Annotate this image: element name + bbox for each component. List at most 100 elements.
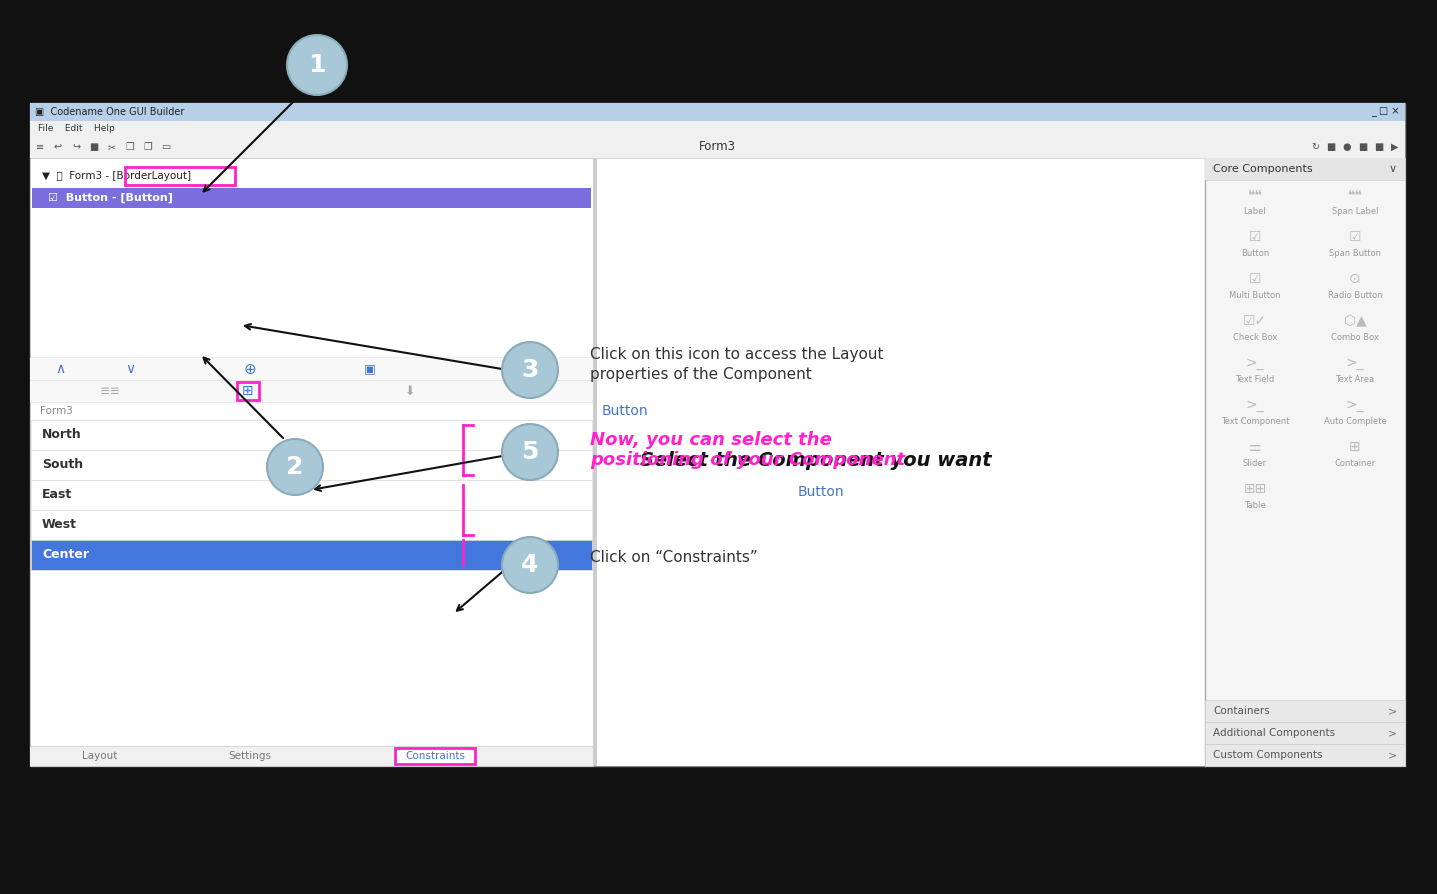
Text: Span Label: Span Label <box>1332 207 1378 215</box>
FancyBboxPatch shape <box>593 158 596 766</box>
Text: Multi Button: Multi Button <box>1229 291 1280 299</box>
Text: 3: 3 <box>522 358 539 382</box>
Text: >_: >_ <box>1246 356 1265 370</box>
Text: Button: Button <box>798 485 845 500</box>
FancyBboxPatch shape <box>30 121 1405 136</box>
Text: South: South <box>42 459 83 471</box>
Text: ⊞: ⊞ <box>243 384 254 398</box>
Text: Form3: Form3 <box>698 140 736 154</box>
Text: Additional Components: Additional Components <box>1213 728 1335 738</box>
FancyBboxPatch shape <box>32 188 591 208</box>
Text: Container: Container <box>1335 459 1375 468</box>
Text: Radio Button: Radio Button <box>1328 291 1382 299</box>
Text: ▭: ▭ <box>161 142 171 152</box>
Circle shape <box>502 342 558 398</box>
Text: ☑: ☑ <box>1349 230 1361 244</box>
Text: Core Components: Core Components <box>1213 164 1312 174</box>
FancyBboxPatch shape <box>32 480 592 510</box>
Text: North: North <box>42 428 82 442</box>
Text: ❒: ❒ <box>144 142 152 152</box>
Text: ∨: ∨ <box>1390 164 1397 174</box>
Text: ↪: ↪ <box>72 142 80 152</box>
FancyBboxPatch shape <box>1206 158 1405 180</box>
FancyBboxPatch shape <box>1206 744 1405 766</box>
Text: ↻: ↻ <box>1311 142 1319 152</box>
Text: ⊞: ⊞ <box>1349 440 1361 454</box>
Text: West: West <box>42 519 78 532</box>
FancyBboxPatch shape <box>32 166 591 186</box>
Text: ∧: ∧ <box>55 362 65 376</box>
FancyBboxPatch shape <box>30 746 593 766</box>
Text: ↩: ↩ <box>55 142 62 152</box>
Text: >_: >_ <box>1345 356 1364 370</box>
Text: ⊞⊞: ⊞⊞ <box>1243 482 1266 496</box>
Text: Table: Table <box>1244 501 1266 510</box>
FancyBboxPatch shape <box>30 136 1405 158</box>
Text: Form3: Form3 <box>40 406 73 416</box>
Circle shape <box>502 424 558 480</box>
Text: Click on this icon to access the Layout: Click on this icon to access the Layout <box>591 348 884 362</box>
Text: ⬡▲: ⬡▲ <box>1344 314 1367 328</box>
Text: ❒: ❒ <box>125 142 135 152</box>
Text: >_: >_ <box>1345 398 1364 412</box>
Text: Center: Center <box>42 549 89 561</box>
Text: _ □ ×: _ □ × <box>1371 107 1400 117</box>
Text: ≡: ≡ <box>36 142 45 152</box>
Text: ✂: ✂ <box>108 142 116 152</box>
Text: 5: 5 <box>522 440 539 464</box>
FancyBboxPatch shape <box>30 358 593 380</box>
Text: ⊕: ⊕ <box>244 361 256 376</box>
Circle shape <box>502 537 558 593</box>
Text: Button: Button <box>602 404 648 418</box>
FancyBboxPatch shape <box>32 450 592 480</box>
Text: Auto Complete: Auto Complete <box>1323 417 1387 426</box>
Circle shape <box>267 439 323 495</box>
Text: >: > <box>1388 728 1397 738</box>
Text: Click on “Constraints”: Click on “Constraints” <box>591 550 757 564</box>
Text: Text Area: Text Area <box>1335 375 1375 384</box>
FancyBboxPatch shape <box>30 103 1405 766</box>
FancyBboxPatch shape <box>30 380 593 402</box>
Text: Select the Component you want: Select the Component you want <box>639 451 992 469</box>
Text: 4: 4 <box>522 553 539 577</box>
Text: ⬇: ⬇ <box>405 384 415 398</box>
Text: ▼  📁  Form3 - [BorderLayout]: ▼ 📁 Form3 - [BorderLayout] <box>42 171 191 181</box>
Text: >: > <box>1388 706 1397 716</box>
FancyBboxPatch shape <box>32 540 592 570</box>
Text: Button: Button <box>1242 249 1269 257</box>
Text: Custom Components: Custom Components <box>1213 750 1322 760</box>
Text: ■: ■ <box>1358 142 1368 152</box>
Text: ■: ■ <box>89 142 99 152</box>
Text: ∨: ∨ <box>125 362 135 376</box>
Text: Settings: Settings <box>228 751 272 761</box>
FancyBboxPatch shape <box>395 748 476 764</box>
Text: Text Field: Text Field <box>1236 375 1275 384</box>
Text: East: East <box>42 488 72 502</box>
Text: ☑: ☑ <box>1249 272 1262 286</box>
Text: ☑  Button - [Button]: ☑ Button - [Button] <box>47 193 172 203</box>
Text: >_: >_ <box>1246 398 1265 412</box>
Circle shape <box>287 35 346 95</box>
Text: ■: ■ <box>1374 142 1384 152</box>
Text: ▣  Codename One GUI Builder: ▣ Codename One GUI Builder <box>34 107 184 117</box>
Text: Now, you can select the: Now, you can select the <box>591 431 832 449</box>
FancyBboxPatch shape <box>596 158 1206 766</box>
Text: ☑: ☑ <box>1249 230 1262 244</box>
Text: Span Button: Span Button <box>1329 249 1381 257</box>
Text: Layout: Layout <box>82 751 118 761</box>
Text: ●: ● <box>1342 142 1351 152</box>
Text: positioning of your Component: positioning of your Component <box>591 451 905 469</box>
Text: Text Component: Text Component <box>1221 417 1289 426</box>
Text: Slider: Slider <box>1243 459 1267 468</box>
FancyBboxPatch shape <box>30 103 1405 121</box>
Text: ▣: ▣ <box>364 362 376 375</box>
Text: Label: Label <box>1243 207 1266 215</box>
FancyBboxPatch shape <box>1206 722 1405 744</box>
Text: ⚌: ⚌ <box>1249 440 1262 454</box>
Text: ▶: ▶ <box>1391 142 1398 152</box>
Text: ☑✓: ☑✓ <box>1243 314 1267 328</box>
Text: Containers: Containers <box>1213 706 1270 716</box>
FancyBboxPatch shape <box>1206 158 1405 766</box>
Text: ❝❝: ❝❝ <box>1247 188 1263 202</box>
Text: properties of the Component: properties of the Component <box>591 367 812 383</box>
